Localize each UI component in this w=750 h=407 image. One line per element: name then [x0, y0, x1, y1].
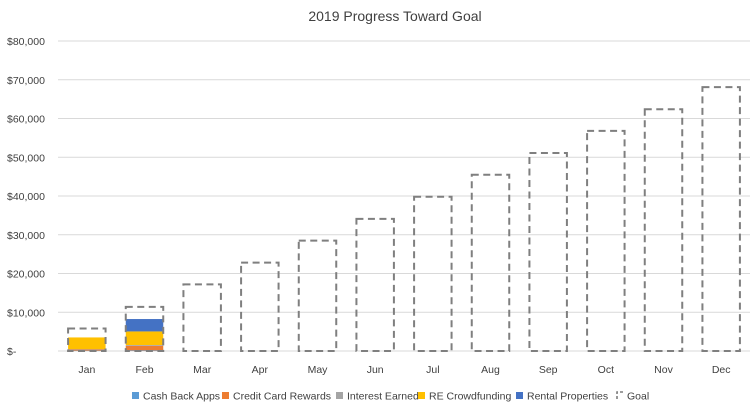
x-axis-tick-labels: Jan Feb Mar Apr May Jun Jul Aug Sep Oct Nov Dec: [78, 364, 730, 376]
goal-outline: [586, 129, 626, 352]
goal-outline: [413, 195, 453, 352]
x-tick-label: Aug: [481, 364, 500, 376]
legend-swatch-credit-card-rewards: [222, 392, 229, 399]
bar-credit-card-rewards: [125, 345, 164, 351]
legend-label-cash-back-apps: Cash Back Apps: [143, 391, 220, 403]
goal-outline: [470, 173, 511, 352]
bar-cash-back-apps: [125, 350, 164, 351]
x-tick-label: May: [308, 364, 329, 376]
goal-outline: [67, 327, 107, 352]
x-tick-label: Sep: [539, 364, 558, 376]
gridlines: [58, 40, 750, 352]
goal-outline: [701, 86, 741, 353]
y-tick-label: $80,000: [7, 36, 45, 48]
legend-swatch-rental-properties: [516, 392, 523, 399]
legend-swatch-goal: [616, 391, 624, 399]
bar-credit-card-rewards: [68, 349, 106, 351]
bar-rental-properties: [125, 319, 164, 332]
y-tick-label: $-: [7, 346, 17, 358]
goal-outline: [355, 217, 395, 352]
goal-outline: [182, 283, 222, 353]
goal-outline: [643, 108, 684, 352]
x-tick-label: Jul: [426, 364, 439, 376]
y-tick-label: $40,000: [7, 191, 45, 203]
legend-label-interest-earned: Interest Earned: [347, 391, 419, 403]
x-tick-label: Oct: [598, 364, 614, 376]
x-tick-label: Dec: [712, 364, 731, 376]
y-tick-label: $70,000: [7, 75, 45, 87]
chart-title: 2019 Progress Toward Goal: [308, 8, 481, 24]
goal-outline: [297, 239, 338, 352]
bar-re-crowdfunding: [125, 331, 164, 345]
x-tick-label: Nov: [654, 364, 673, 376]
bar-re-crowdfunding: [68, 337, 106, 350]
legend-swatch-interest-earned: [336, 392, 343, 399]
legend-label-re-crowdfunding: RE Crowdfunding: [429, 391, 511, 403]
x-tick-label: Apr: [252, 364, 269, 376]
goal-outline: [240, 261, 280, 352]
legend-label-goal: Goal: [627, 391, 649, 403]
bar-interest-earned: [125, 344, 164, 346]
x-tick-label: Jan: [78, 364, 95, 376]
x-tick-label: Jun: [367, 364, 384, 376]
legend: Cash Back Apps Credit Card Rewards Interes…: [132, 391, 649, 403]
stacked-bars: [68, 319, 164, 351]
y-tick-label: $20,000: [7, 269, 45, 281]
y-tick-label: $10,000: [7, 307, 45, 319]
y-axis-tick-labels: $- $10,000 $20,000 $30,000 $40,000 $50,000 $60…: [7, 36, 45, 358]
y-tick-label: $60,000: [7, 114, 45, 126]
legend-swatch-re-crowdfunding: [418, 392, 425, 399]
x-tick-label: Mar: [193, 364, 212, 376]
legend-swatch-cash-back-apps: [132, 392, 139, 399]
goal-outlines: [67, 86, 741, 353]
legend-label-rental-properties: Rental Properties: [527, 391, 608, 403]
goal-outline: [528, 151, 568, 352]
legend-label-credit-card-rewards: Credit Card Rewards: [233, 391, 331, 403]
y-tick-label: $50,000: [7, 152, 45, 164]
goal-outline: [124, 305, 165, 353]
x-tick-label: Feb: [135, 364, 153, 376]
y-tick-label: $30,000: [7, 230, 45, 242]
